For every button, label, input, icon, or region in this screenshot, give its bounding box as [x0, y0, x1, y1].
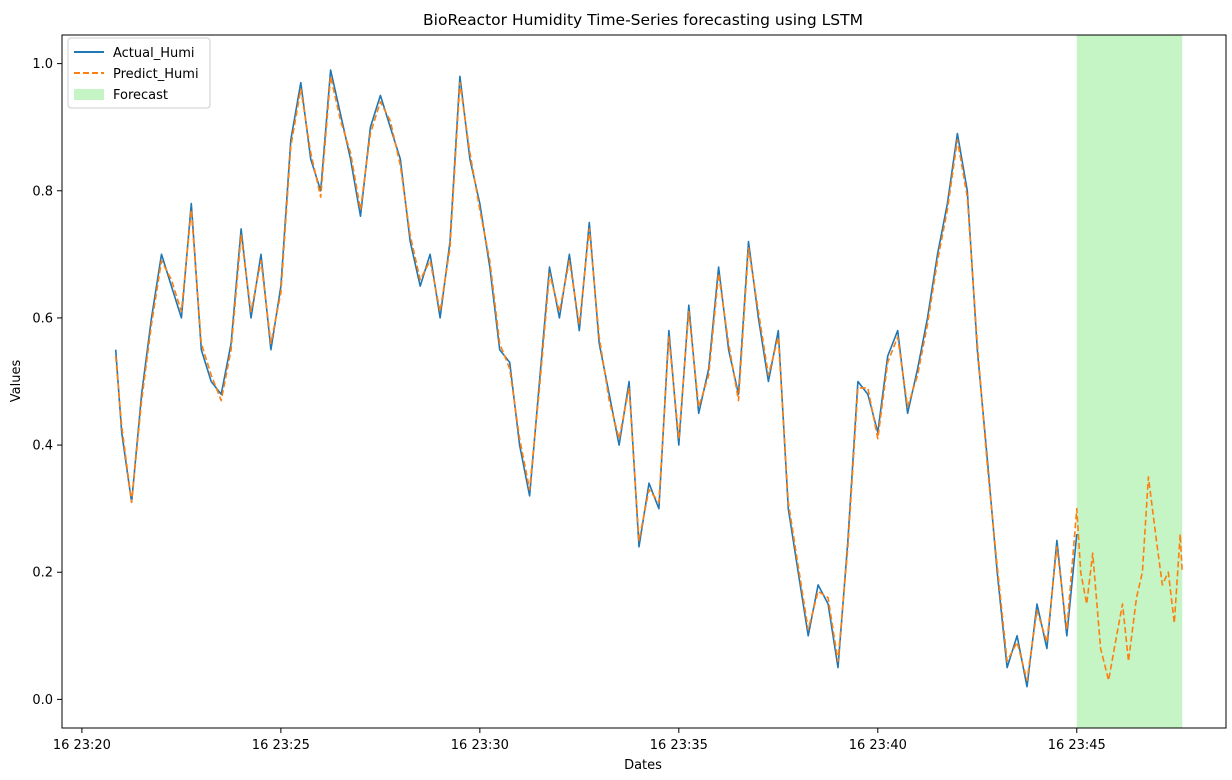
- plot-frame: [61, 34, 1227, 729]
- y-tick-label: 0.0: [32, 693, 53, 708]
- series-line-actual-humi: [114, 69, 1078, 688]
- x-axis-ticks: 16 23:20 16 23:25 16 23:30 16 23:35 16 23:40…: [53, 728, 1106, 753]
- y-axis-label: Values: [9, 360, 24, 403]
- x-tick-label: 16 23:30: [451, 738, 509, 753]
- y-tick-label: 0.6: [32, 311, 53, 326]
- y-tick-label: 1.0: [32, 57, 53, 72]
- x-tick-label: 16 23:35: [650, 738, 708, 753]
- legend-label-predict: Predict_Humi: [113, 67, 199, 82]
- forecast-region: [1076, 35, 1183, 728]
- series-layer: [114, 69, 1183, 688]
- legend-swatch-forecast: [74, 89, 104, 100]
- forecast-region-layer: [1076, 35, 1183, 728]
- x-axis-label: Dates: [624, 758, 662, 773]
- x-tick-label: 16 23:40: [849, 738, 907, 753]
- y-tick-label: 0.2: [32, 566, 53, 581]
- legend: Actual_Humi Predict_Humi Forecast: [67, 37, 211, 109]
- x-tick-label: 16 23:25: [252, 738, 310, 753]
- x-tick-label: 16 23:20: [53, 738, 111, 753]
- legend-label-actual: Actual_Humi: [113, 46, 195, 61]
- y-axis-ticks: 0.0 0.2 0.4 0.6 0.8 1.0: [32, 57, 62, 708]
- chart-title: BioReactor Humidity Time-Series forecast…: [423, 11, 863, 29]
- series-line-predict-humi: [114, 75, 1183, 682]
- legend-label-forecast: Forecast: [113, 88, 168, 103]
- y-tick-label: 0.8: [32, 184, 53, 199]
- x-tick-label: 16 23:45: [1048, 738, 1106, 753]
- y-tick-label: 0.4: [32, 439, 53, 454]
